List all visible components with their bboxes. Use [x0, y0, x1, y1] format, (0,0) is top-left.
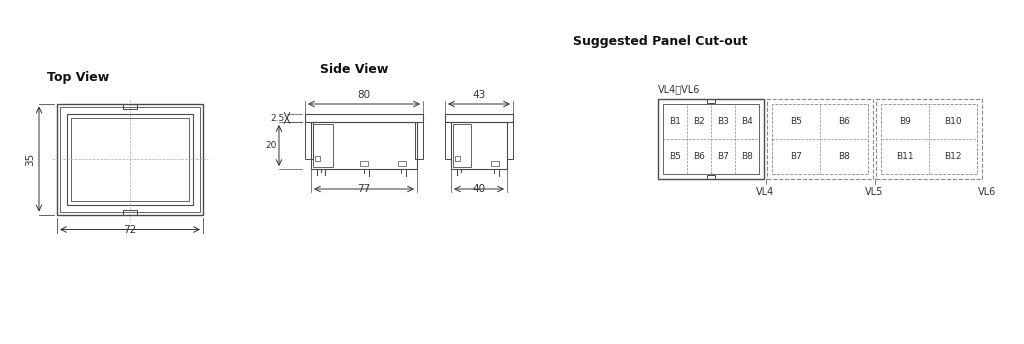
Text: B8: B8	[838, 152, 850, 161]
Text: VL6: VL6	[978, 187, 996, 197]
Text: VL5: VL5	[865, 187, 884, 197]
Text: B6: B6	[693, 152, 705, 161]
Bar	[57, 104, 203, 215]
Text: B5: B5	[791, 117, 802, 126]
Text: B6: B6	[838, 117, 850, 126]
Bar	[311, 122, 417, 169]
Bar	[707, 99, 715, 103]
Bar	[313, 124, 333, 167]
Bar	[453, 124, 471, 167]
Bar	[123, 104, 137, 108]
Text: 80: 80	[357, 90, 371, 100]
Text: 72: 72	[123, 225, 136, 235]
Text: 35: 35	[25, 152, 35, 165]
Bar	[415, 122, 423, 159]
Bar	[663, 104, 759, 174]
Text: 2.5: 2.5	[270, 114, 285, 122]
Text: B1: B1	[669, 117, 681, 126]
Bar	[455, 156, 460, 161]
Bar	[772, 104, 868, 174]
Bar	[123, 209, 137, 215]
Text: B7: B7	[717, 152, 729, 161]
Text: Top View: Top View	[47, 71, 110, 84]
Bar	[305, 122, 313, 159]
Bar	[445, 122, 451, 159]
Bar	[658, 99, 764, 179]
Bar	[876, 99, 982, 179]
Bar	[398, 161, 406, 166]
Bar	[360, 161, 368, 166]
Text: B4: B4	[741, 117, 753, 126]
Bar	[451, 122, 507, 169]
Bar	[315, 156, 321, 161]
Text: 77: 77	[357, 184, 371, 194]
Text: B9: B9	[899, 117, 911, 126]
Bar	[507, 122, 513, 159]
Text: B8: B8	[741, 152, 753, 161]
Bar	[305, 114, 423, 122]
Text: B11: B11	[896, 152, 913, 161]
Text: Suggested Panel Cut-out: Suggested Panel Cut-out	[572, 35, 748, 48]
Bar	[60, 107, 200, 212]
Text: VL4～VL6: VL4～VL6	[658, 84, 700, 94]
Bar	[707, 175, 715, 179]
Text: B2: B2	[693, 117, 705, 126]
Text: B12: B12	[944, 152, 962, 161]
Text: B10: B10	[944, 117, 962, 126]
Text: 40: 40	[472, 184, 485, 194]
Bar	[490, 161, 499, 166]
Bar	[445, 114, 513, 122]
Text: 20: 20	[265, 141, 278, 150]
Text: VL4: VL4	[757, 187, 774, 197]
Text: B7: B7	[791, 152, 802, 161]
Text: B5: B5	[669, 152, 681, 161]
Bar	[767, 99, 873, 179]
Text: Side View: Side View	[319, 63, 388, 76]
Text: B3: B3	[717, 117, 729, 126]
Bar	[71, 118, 189, 201]
Bar	[881, 104, 977, 174]
Text: 43: 43	[472, 90, 485, 100]
Bar	[67, 114, 193, 204]
